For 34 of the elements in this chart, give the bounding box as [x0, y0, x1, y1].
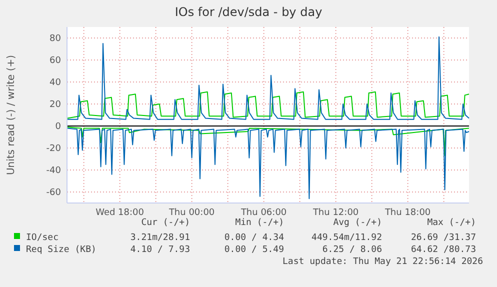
y-axis-title: Units read (-) / write (+): [6, 54, 17, 176]
text: Max (-/+): [427, 218, 476, 228]
y-tick-label: -40: [46, 166, 62, 176]
text: 64.62 /80.73: [410, 245, 476, 255]
y-tick-label: 60: [50, 56, 62, 66]
text: Cur (-/+): [141, 218, 190, 228]
text: 449.54m/11.92: [312, 233, 382, 243]
chart-title: IOs for /dev/sda - by day: [174, 5, 322, 19]
text: 0.00 / 5.49: [224, 245, 284, 255]
text: 0.00 / 4.34: [224, 233, 284, 243]
y-tick-label: 0: [55, 122, 62, 132]
legend-label: IO/sec: [26, 233, 59, 243]
text: 3.21m/28.91: [130, 233, 190, 243]
x-tick-label: Thu 12:00: [312, 208, 359, 218]
text: Avg (-/+): [333, 218, 382, 228]
y-tick-label: 80: [50, 34, 62, 44]
line-series: [66, 128, 470, 200]
line-series: [66, 36, 470, 120]
line-series: [66, 126, 470, 156]
y-tick-label: -20: [46, 144, 62, 154]
x-tick-label: Thu 18:00: [384, 208, 431, 218]
text: Last update: Thu May 21 22:56:14 2026: [282, 257, 483, 267]
x-tick-label: Wed 18:00: [96, 208, 144, 218]
text: 4.10 / 7.93: [130, 245, 190, 255]
text: 26.69 /31.37: [410, 233, 476, 243]
x-tick-label: Thu 06:00: [240, 208, 287, 218]
legend-label: Req Size (KB): [26, 245, 96, 255]
y-tick-label: 20: [50, 100, 62, 110]
y-tick-label: -60: [46, 188, 62, 198]
text: 6.25 / 8.06: [322, 245, 382, 255]
line-series: [66, 91, 470, 119]
text: Min (-/+): [235, 218, 284, 228]
y-tick-label: 40: [50, 78, 62, 88]
x-tick-label: Thu 00:00: [168, 208, 215, 218]
